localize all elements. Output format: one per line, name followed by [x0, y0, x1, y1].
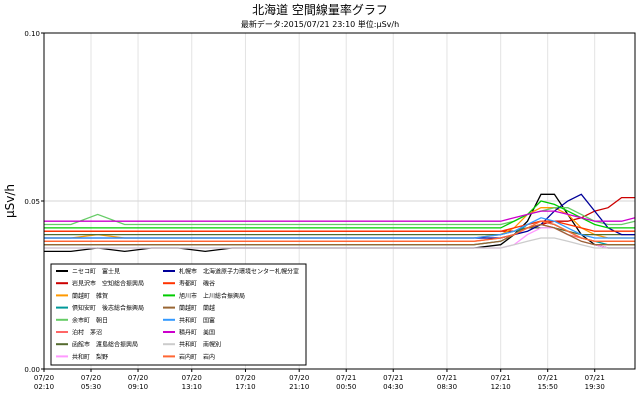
- legend-label-11: 蘭越町 蘭越: [179, 304, 215, 312]
- legend-label-3: 倶知安町 後志総合振興局: [72, 304, 144, 312]
- x-tick-time-7: 04:30: [383, 383, 403, 391]
- legend-label-13: 積丹町 美国: [179, 329, 215, 337]
- x-tick-date-7: 07/21: [383, 374, 403, 382]
- legend-label-5: 泊村 茅沼: [72, 329, 102, 337]
- x-tick-date-0: 07/20: [34, 374, 54, 382]
- series-line-9: [44, 220, 635, 232]
- series-layer: [44, 193, 636, 253]
- x-tick-time-10: 15:50: [538, 383, 558, 391]
- legend-label-2: 蘭越町 雑賀: [72, 292, 108, 300]
- series-line-15: [44, 220, 635, 242]
- y-tick-label-0: 0.00: [24, 366, 40, 374]
- series-line-6: [44, 227, 635, 236]
- x-tick-date-11: 07/21: [585, 374, 605, 382]
- x-tick-date-4: 07/20: [235, 374, 255, 382]
- x-tick-time-11: 19:30: [585, 383, 605, 391]
- x-tick-date-10: 07/21: [538, 374, 558, 382]
- x-tick-date-9: 07/21: [491, 374, 511, 382]
- series-line-4: [44, 207, 636, 226]
- legend-label-0: ニセコ町 富士見: [72, 268, 120, 276]
- x-tick-date-1: 07/20: [81, 374, 101, 382]
- series-line-12: [44, 217, 635, 239]
- series-line-10: [44, 200, 635, 229]
- x-tick-time-5: 21:10: [289, 383, 309, 391]
- legend-label-4: 余市町 朝日: [72, 316, 108, 324]
- x-tick-date-8: 07/21: [437, 374, 457, 382]
- legend-label-8: 札幌市 北海道原子力環境センター札幌分室: [179, 268, 299, 276]
- chart-subtitle: 最新データ:2015/07/21 23:10 単位:μSv/h: [241, 19, 399, 29]
- chart-title: 北海道 空間線量率グラフ: [252, 2, 388, 17]
- legend-box: [50, 263, 307, 366]
- x-tick-time-8: 08:30: [437, 383, 457, 391]
- x-tick-time-4: 17:10: [235, 383, 255, 391]
- legend-label-15: 岩内町 岩内: [179, 353, 215, 361]
- legend-label-1: 岩見沢市 空知総合振興局: [72, 280, 144, 288]
- x-tick-time-9: 12:10: [491, 383, 511, 391]
- x-tick-time-0: 02:10: [34, 383, 54, 391]
- series-line-14: [44, 237, 635, 249]
- y-tick-labels: 0.00 0.05 0.10: [24, 30, 44, 374]
- x-tick-date-6: 07/21: [336, 374, 356, 382]
- x-tick-labels: 07/2002:1007/2005:3007/2009:1007/2013:10…: [34, 369, 605, 391]
- x-tick-time-2: 09:10: [128, 383, 148, 391]
- x-tick-time-6: 00:50: [336, 383, 356, 391]
- x-tick-date-5: 07/20: [289, 374, 309, 382]
- legend-label-10: 旭川市 上川総合振興局: [179, 292, 245, 300]
- x-tick-date-2: 07/20: [128, 374, 148, 382]
- legend-label-14: 共和町 南幌別: [179, 341, 221, 349]
- x-tick-time-3: 13:10: [182, 383, 202, 391]
- x-tick-date-3: 07/20: [182, 374, 202, 382]
- y-tick-label-2: 0.10: [24, 30, 40, 38]
- legend-label-7: 共和町 梨野: [72, 353, 108, 361]
- y-tick-label-1: 0.05: [24, 198, 40, 206]
- legend-label-9: 寿都町 磯谷: [179, 280, 215, 288]
- series-line-13: [44, 210, 636, 222]
- legend-label-6: 函館市 渡島総合振興局: [72, 341, 138, 349]
- series-line-11: [44, 223, 635, 246]
- y-axis-label: μSv/h: [3, 184, 17, 218]
- legend-label-12: 共和町 国富: [179, 316, 215, 324]
- x-tick-time-1: 05:30: [81, 383, 101, 391]
